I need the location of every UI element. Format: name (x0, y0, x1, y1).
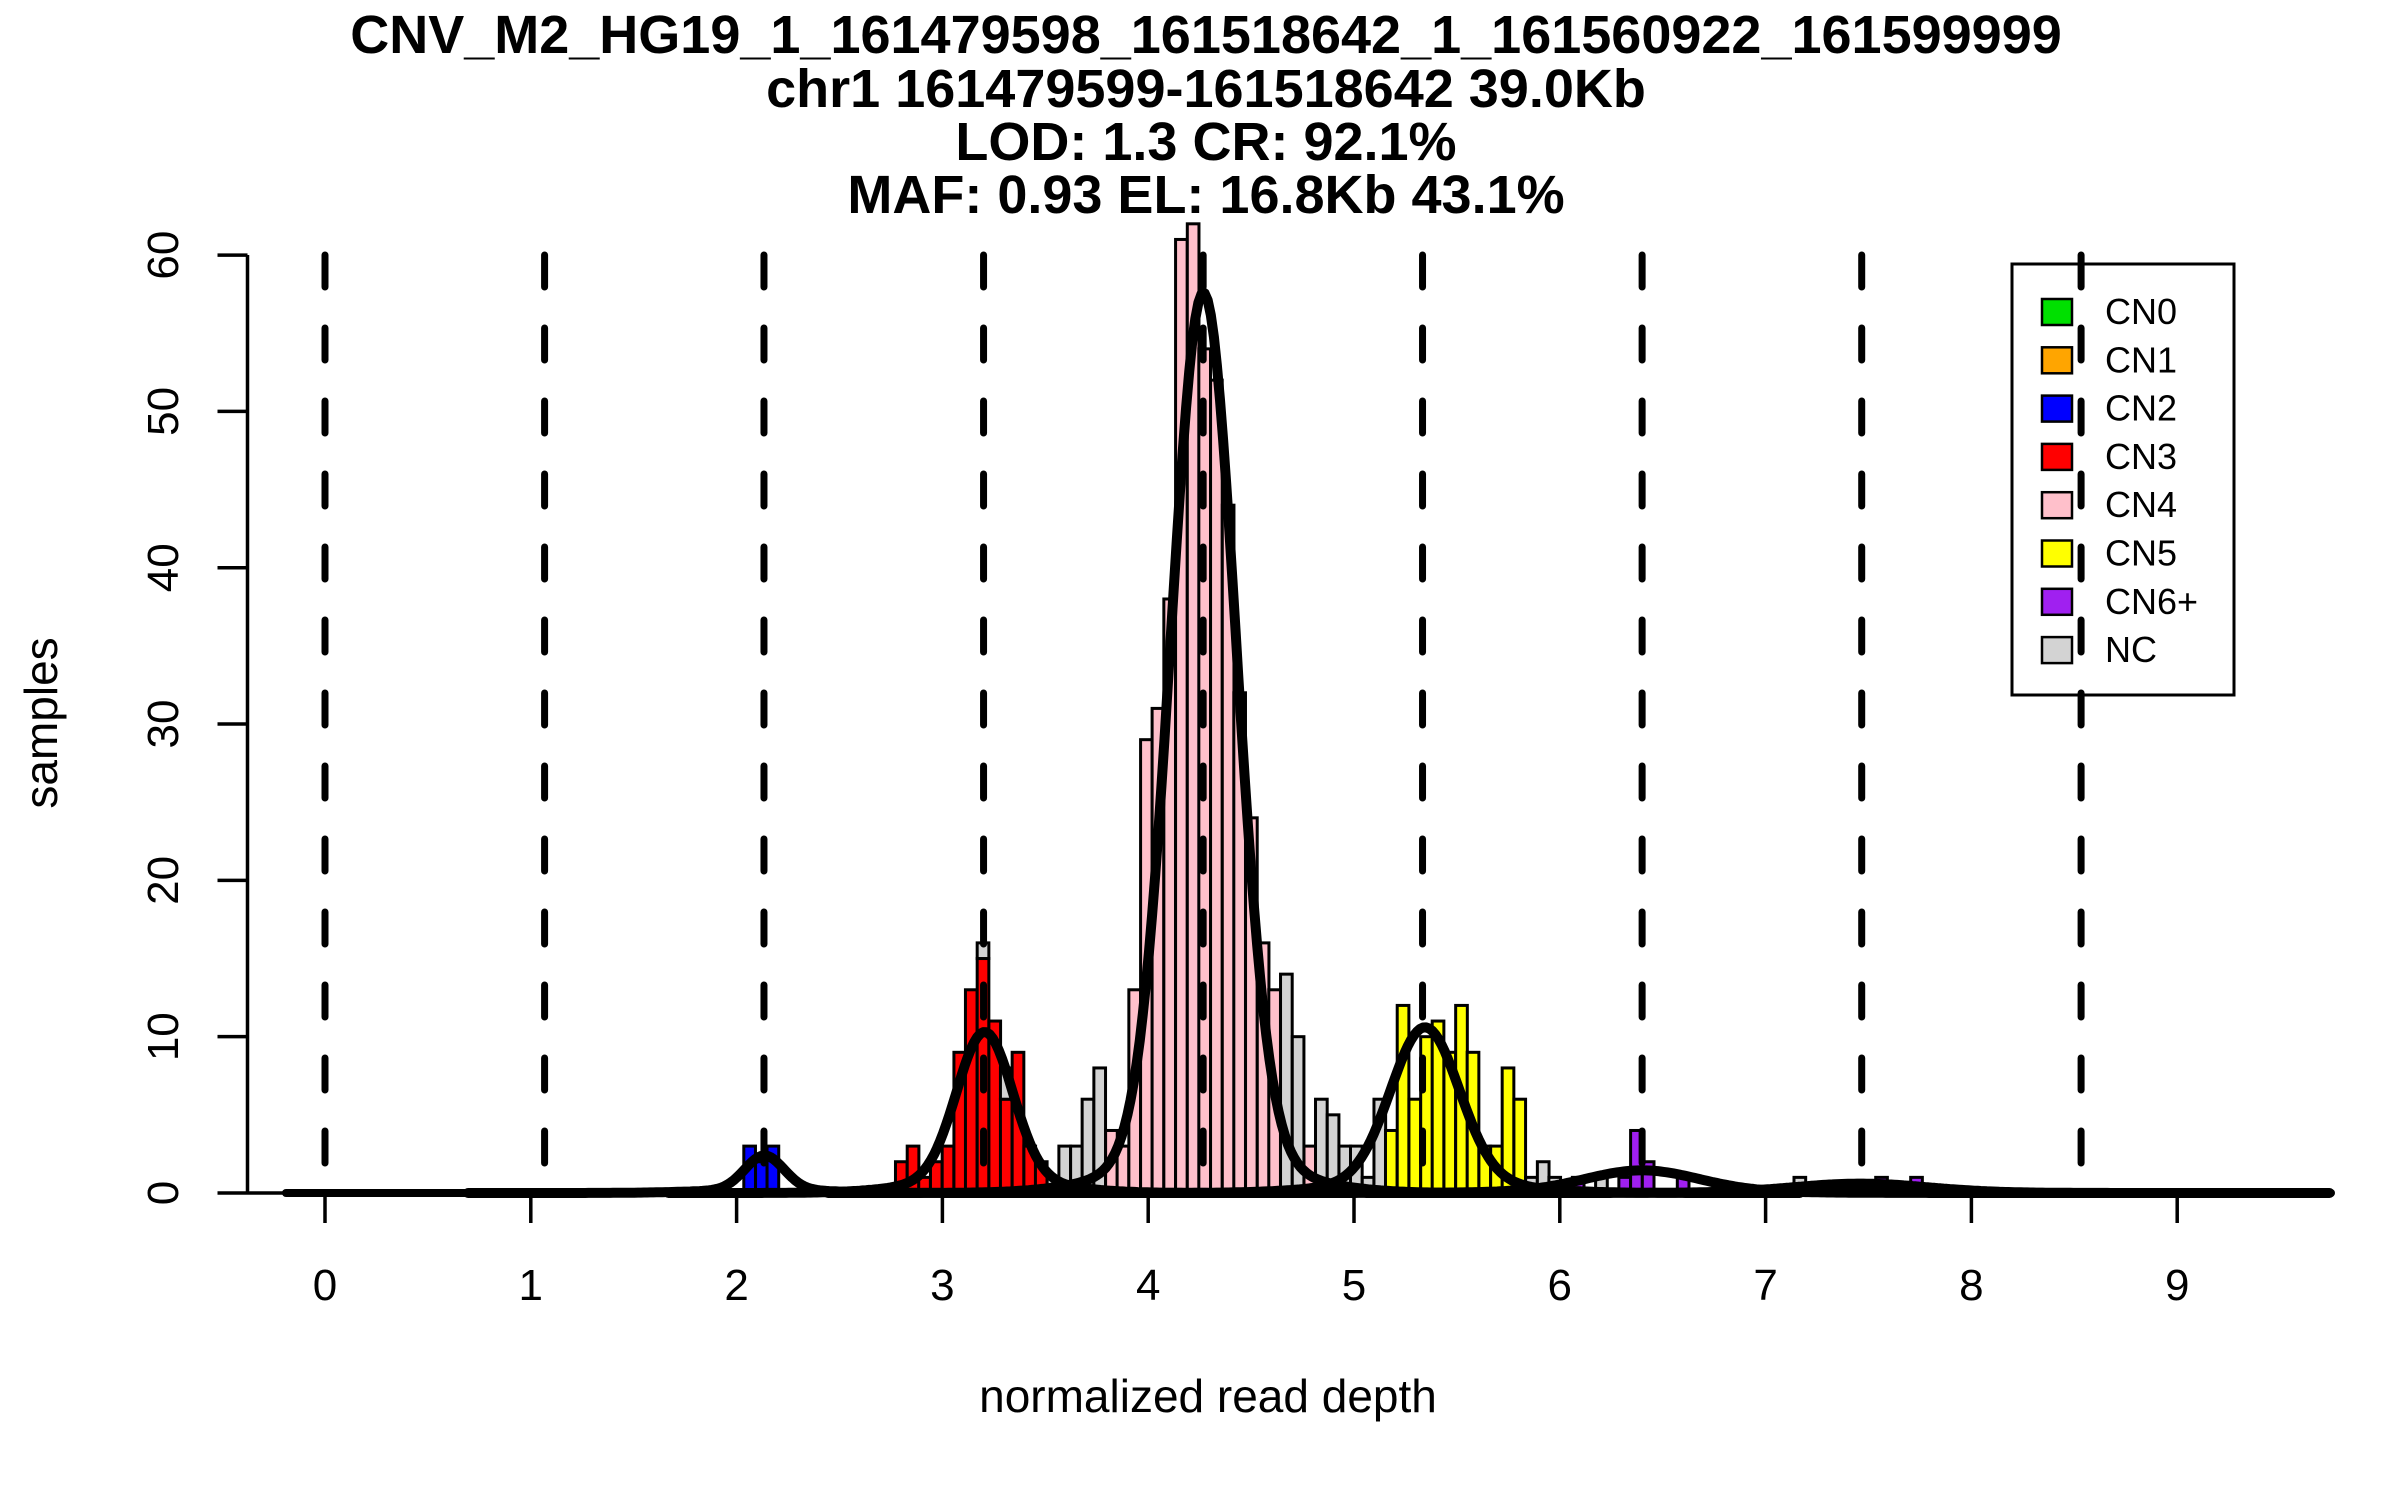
legend-label-cn5: CN5 (2105, 533, 2177, 574)
legend-swatch-cn5 (2040, 539, 2074, 568)
y-axis-label: samples (15, 637, 67, 808)
legend-label-cn0: CN0 (2105, 291, 2177, 332)
y-tick-label: 0 (139, 1181, 188, 1205)
x-tick-label: 1 (519, 1261, 543, 1310)
y-tick-label: 60 (139, 231, 188, 280)
histogram-bar-cn5 (1407, 1097, 1423, 1195)
histogram-bar-cn3 (940, 1144, 956, 1195)
chart-title-line3: LOD: 1.3 CR: 92.1% (955, 112, 1456, 172)
histogram-bar-cn4 (1209, 378, 1224, 1195)
legend-frame (2010, 262, 2236, 697)
histogram-bars (742, 222, 1924, 1195)
legend-swatch-cn1 (2040, 346, 2074, 375)
density-curves (282, 288, 2335, 1198)
dashed-guide-lines (321, 251, 2085, 1197)
chart-title-line4: MAF: 0.93 EL: 16.8Kb 43.1% (847, 165, 1564, 225)
y-tick-label: 50 (139, 387, 188, 436)
x-axis-label: normalized read depth (979, 1370, 1437, 1422)
x-tick-label: 8 (1959, 1261, 1983, 1310)
histogram-bar-cn5 (1383, 1128, 1399, 1195)
x-tick-label: 4 (1136, 1261, 1160, 1310)
x-tick-label: 7 (1753, 1261, 1777, 1310)
legend-swatch-cn6plus (2040, 587, 2074, 617)
density-curve (1361, 1178, 2335, 1198)
x-tick-label: 0 (313, 1261, 337, 1310)
legend-label-cn1: CN1 (2105, 339, 2177, 380)
histogram-bar-cn5 (1395, 1003, 1411, 1195)
x-tick-label: 6 (1548, 1261, 1572, 1310)
chart-title-line2: chr1 161479599-161518642 39.0Kb (766, 59, 1646, 119)
legend-swatch-cn3 (2040, 442, 2074, 472)
legend-swatch-cn0 (2040, 297, 2074, 327)
legend-label-cn4: CN4 (2105, 484, 2177, 525)
histogram-bar-cn3 (963, 988, 979, 1195)
x-tick-label: 3 (930, 1261, 954, 1310)
chart-title-line1: CNV_M2_HG19_1_161479598_161518642_1_1615… (350, 5, 2062, 65)
legend-swatch-cn2 (2040, 394, 2074, 423)
x-tick-label: 5 (1342, 1261, 1366, 1310)
legend-swatch-nc (2040, 635, 2074, 665)
y-tick-label: 10 (139, 1012, 188, 1061)
legend-label-cn2: CN2 (2105, 388, 2177, 429)
legend-label-cn3: CN3 (2105, 436, 2177, 477)
x-tick-label: 2 (724, 1261, 748, 1310)
legend-label-cn6plus: CN6+ (2105, 581, 2198, 622)
y-tick-label: 30 (139, 700, 188, 749)
legend-label-nc: NC (2105, 629, 2157, 670)
x-tick-label: 9 (2165, 1261, 2189, 1310)
y-tick-label: 40 (139, 543, 188, 592)
histogram-bar-cn3 (998, 1097, 1014, 1195)
y-tick-label: 20 (139, 856, 188, 905)
legend-box: CN0 CN1 CN2 CN3 CN4 CN5 CN6+ NC (2010, 262, 2236, 697)
legend-swatch-cn4 (2040, 490, 2074, 520)
